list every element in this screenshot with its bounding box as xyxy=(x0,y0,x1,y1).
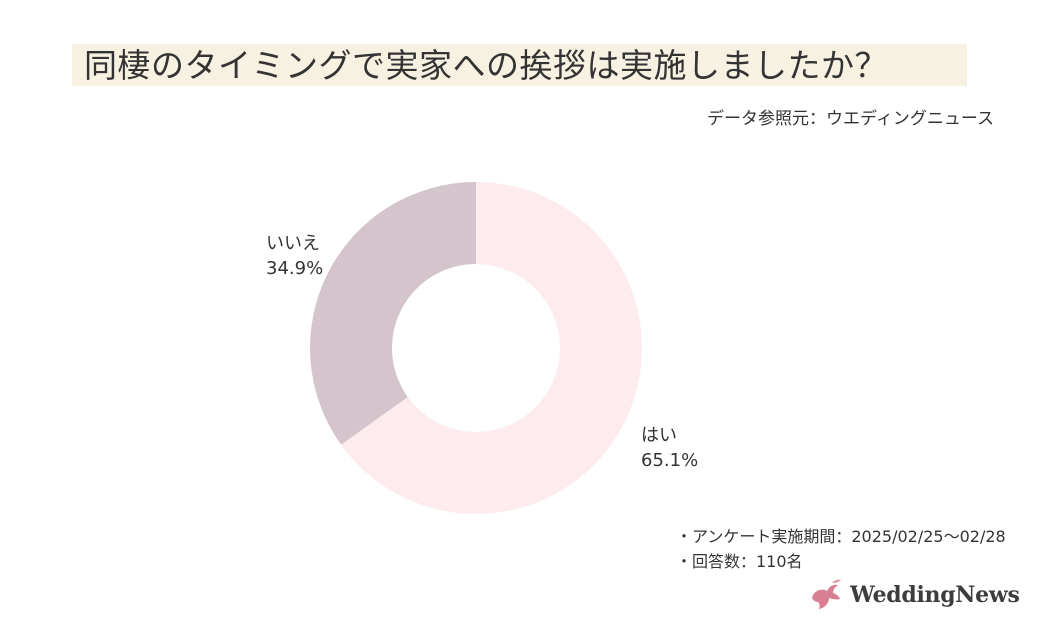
slice-label-no: いいえ 34.9% xyxy=(266,231,323,281)
slice-label-yes-name: はい xyxy=(641,425,677,446)
slice-label-no-value: 34.9% xyxy=(266,258,324,279)
slice-label-no-name: いいえ xyxy=(266,233,320,254)
slice-label-yes: はい 65.1% xyxy=(641,423,698,473)
logo-text: WeddingNews xyxy=(850,582,1020,608)
chart-title: 同棲のタイミングで実家への挨拶は実施しましたか？ xyxy=(84,46,888,85)
donut-slice-yes xyxy=(341,182,642,514)
title-background xyxy=(72,44,967,86)
weddingnews-logo: WeddingNews xyxy=(808,576,1020,614)
slice-label-yes-value: 65.1% xyxy=(641,450,699,471)
data-source: データ参照元：ウエディングニュース xyxy=(707,109,994,129)
survey-respondents: ・回答数：110名 xyxy=(676,552,803,571)
survey-period: ・アンケート実施期間：2025/02/25〜02/28 xyxy=(676,527,1006,546)
donut-slice-no xyxy=(310,182,476,445)
survey-notes: ・アンケート実施期間：2025/02/25〜02/28 ・回答数：110名 xyxy=(676,524,1006,574)
dove-icon xyxy=(812,579,841,609)
